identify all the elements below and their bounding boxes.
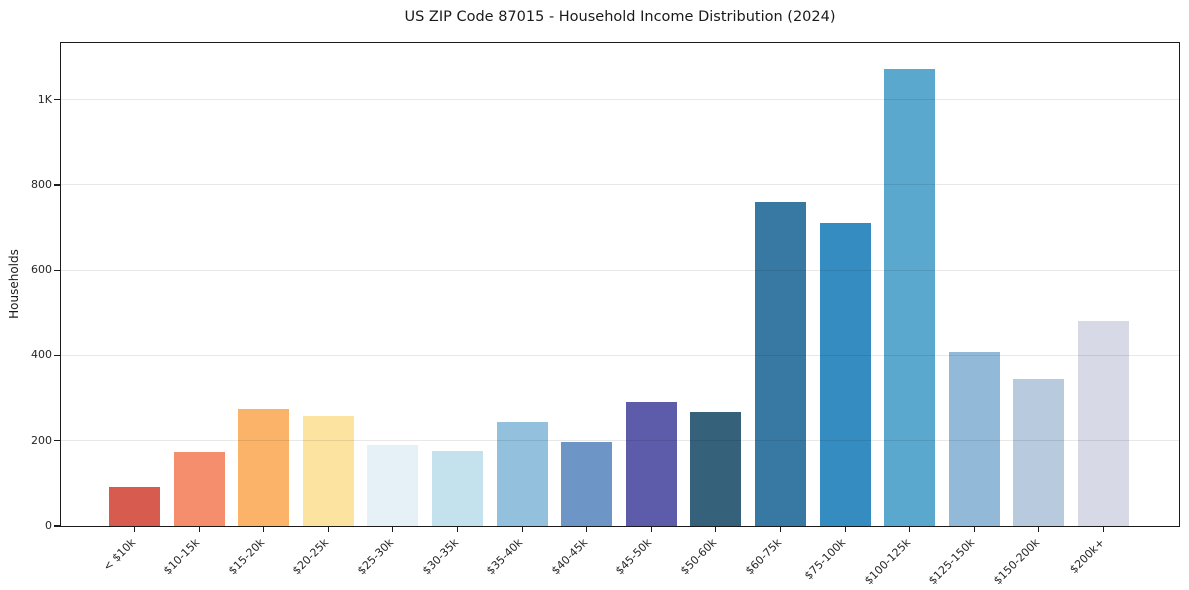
bar-60-75k [755, 201, 806, 526]
x-tick-mark [909, 526, 911, 532]
y-tick-label: 200 [31, 433, 52, 447]
x-tick-mark [715, 526, 717, 532]
bar-200k+ [1078, 321, 1129, 526]
y-tick-label: 1K [37, 92, 52, 106]
x-tick-mark [586, 526, 588, 532]
y-tick-mark [54, 440, 60, 442]
y-tick-label: 0 [45, 519, 52, 532]
plot-area: 0 200 400 600 800 1K < $10k $10-15k $15-20k $20-2… [31, 42, 1180, 587]
bar-125-150k [948, 351, 1000, 526]
y-tick-mark [54, 184, 60, 186]
y-tick-label: 600 [31, 263, 52, 277]
bar-75-100k [819, 223, 871, 526]
x-tick-mark [392, 526, 394, 532]
x-tick-mark [133, 526, 136, 532]
gridline-600 [61, 269, 1179, 271]
x-tick-mark [263, 526, 265, 532]
bar-10-15k [173, 451, 225, 526]
x-tick-mark [521, 526, 523, 532]
y-tick-label: 800 [31, 177, 52, 191]
gridline-400 [61, 354, 1179, 356]
x-tick-mark [844, 526, 846, 532]
x-tick-mark [650, 526, 652, 532]
x-tick-mark [327, 526, 329, 532]
y-tick-label: 400 [31, 348, 52, 362]
gridline-200 [61, 440, 1179, 442]
bar-15-20k [238, 408, 290, 526]
y-tick-mark [54, 354, 60, 357]
x-tick-mark [198, 526, 200, 532]
bar-100-125k [884, 69, 936, 526]
bar-50-60k [690, 412, 742, 526]
bar-10k [109, 486, 160, 526]
x-tick-mark [1038, 526, 1040, 532]
bar-35-40k [496, 421, 548, 526]
bar-40-45k [561, 442, 613, 526]
x-tick-mark [456, 526, 459, 532]
y-tick-mark [54, 269, 60, 271]
gridline-800 [61, 184, 1179, 186]
y-tick-mark [54, 99, 60, 101]
chart-title: US ZIP Code 87015 - Household Income Dis… [404, 9, 836, 25]
x-tick-mark [973, 526, 975, 532]
y-tick-mark [54, 525, 60, 527]
bar-20-25k [302, 415, 354, 526]
bar-30-35k [432, 450, 483, 526]
x-tick-mark [1102, 526, 1105, 532]
bar-45-50k [625, 401, 677, 526]
x-tick-mark [779, 526, 782, 532]
gridline-1k [61, 99, 1179, 101]
bar-25-30k [367, 445, 419, 526]
x-tick-label: < $10k [100, 536, 138, 574]
bar-150-200k [1013, 378, 1065, 526]
